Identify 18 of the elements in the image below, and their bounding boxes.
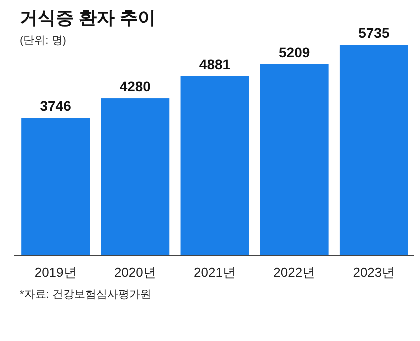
data-label: 4280 — [120, 78, 152, 95]
bar — [340, 45, 408, 256]
bar — [260, 64, 329, 256]
bar — [180, 76, 250, 256]
data-label: 3746 — [40, 98, 72, 114]
x-tick-label: 2022년 — [274, 265, 316, 280]
data-label: 5735 — [358, 25, 390, 41]
bar — [101, 98, 170, 256]
chart-title: 거식증 환자 추이 — [20, 8, 156, 28]
text: *자료: 건강보험심사평가원 — [20, 289, 152, 301]
data-label: 5209 — [279, 44, 310, 60]
x-tick-label: 2021년 — [194, 265, 236, 280]
bar — [22, 118, 90, 256]
x-tick-label: 2023년 — [353, 265, 396, 280]
x-tick-label: 2019년 — [34, 265, 77, 280]
x-tick-label: 2020년 — [114, 265, 156, 280]
data-label: 4881 — [199, 56, 231, 72]
chart-subtitle: (단위: 명) — [20, 35, 66, 47]
